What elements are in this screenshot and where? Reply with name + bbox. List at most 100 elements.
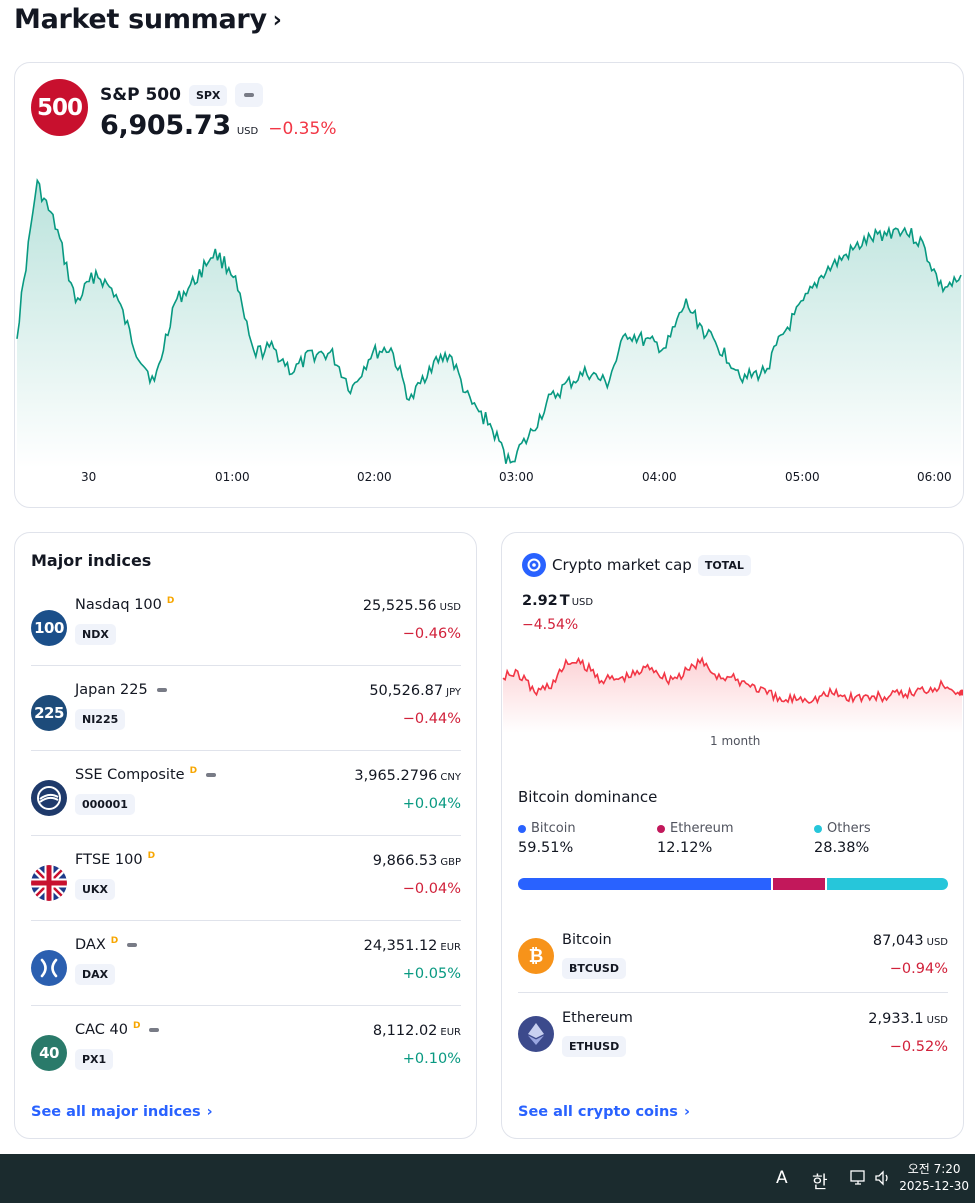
spx-area-chart[interactable] bbox=[15, 168, 963, 468]
spx-title-row: S&P 500 SPX bbox=[100, 83, 264, 107]
clock[interactable]: 오전 7:20 2025-12-30 bbox=[899, 1161, 969, 1195]
index-symbol-tag: NI225 bbox=[75, 709, 126, 730]
index-value: 9,866.53 GBP bbox=[373, 853, 461, 869]
index-value: 25,525.56 USD bbox=[363, 598, 461, 614]
index-value-number: 50,526.87 bbox=[369, 683, 444, 699]
dominance-bitcoin: Bitcoin 59.51% bbox=[518, 821, 576, 856]
nasdaq-logo: 100 bbox=[31, 610, 67, 646]
index-currency: JPY bbox=[446, 687, 461, 698]
spx-price: 6,905.73 bbox=[100, 110, 231, 141]
coin-currency: USD bbox=[926, 1015, 948, 1026]
ethereum-icon bbox=[518, 1016, 554, 1052]
dominance-percent: 28.38% bbox=[814, 840, 870, 856]
crypto-header[interactable]: Crypto market cap TOTAL bbox=[522, 553, 751, 577]
dominance-percent: 12.12% bbox=[657, 840, 713, 856]
ime-mode-han[interactable]: 한 bbox=[812, 1173, 828, 1193]
index-symbol-tag: 000001 bbox=[75, 794, 135, 815]
time-axis-label: 05:00 bbox=[785, 470, 820, 484]
index-row-sse[interactable]: SSE Composite D 000001 3,965.2796 CNY +0… bbox=[31, 751, 461, 836]
index-currency: EUR bbox=[440, 1027, 461, 1038]
delayed-badge: D bbox=[189, 766, 198, 776]
crypto-change: −4.54% bbox=[522, 617, 579, 633]
coin-name: Ethereum bbox=[562, 1010, 633, 1026]
index-symbol-tag: PX1 bbox=[75, 1049, 114, 1070]
time-axis-label: 30 bbox=[81, 470, 97, 484]
volume-icon[interactable] bbox=[874, 1169, 892, 1192]
network-icon[interactable] bbox=[850, 1169, 868, 1192]
crypto-value-number: 2.92 bbox=[522, 593, 558, 609]
market-summary-heading[interactable]: Market summary › bbox=[14, 4, 282, 35]
ime-mode-a[interactable]: A bbox=[776, 1168, 788, 1188]
index-name-row: DAX D bbox=[75, 936, 138, 953]
index-name: Japan 225 bbox=[75, 682, 148, 698]
spx-price-row: 6,905.73 USD −0.35% bbox=[100, 110, 336, 141]
index-value-number: 3,965.2796 bbox=[354, 768, 438, 784]
see-all-indices-link[interactable]: See all major indices › bbox=[31, 1104, 213, 1120]
clock-date: 2025-12-30 bbox=[899, 1179, 969, 1193]
spx-price-line bbox=[16, 178, 962, 464]
coin-value: 87,043 USD bbox=[873, 933, 948, 949]
index-row-ftse[interactable]: FTSE 100 D UKX 9,866.53 GBP −0.04% bbox=[31, 836, 461, 921]
index-name: SSE Composite bbox=[75, 767, 185, 783]
index-row-nasdaq[interactable]: 100 Nasdaq 100 D NDX 25,525.56 USD −0.46… bbox=[31, 581, 461, 666]
crypto-symbol-tag: TOTAL bbox=[697, 554, 751, 576]
coin-symbol-tag: ETHUSD bbox=[562, 1036, 627, 1057]
index-value: 24,351.12 EUR bbox=[364, 938, 461, 954]
index-value-number: 8,112.02 bbox=[372, 1023, 438, 1039]
dominance-bar bbox=[518, 878, 948, 890]
index-row-dax[interactable]: DAX D DAX 24,351.12 EUR +0.05% bbox=[31, 921, 461, 1006]
crypto-area-fill bbox=[503, 658, 962, 733]
chevron-right-icon: › bbox=[272, 8, 282, 33]
spx-symbol-tag: SPX bbox=[188, 84, 228, 106]
index-name: Nasdaq 100 bbox=[75, 597, 162, 613]
crypto-area-chart[interactable] bbox=[502, 643, 963, 733]
market-closed-icon bbox=[235, 83, 264, 107]
coin-row-ethereum[interactable]: Ethereum ETHUSD 2,933.1 USD −0.52% bbox=[518, 994, 948, 1071]
see-all-crypto-label: See all crypto coins bbox=[518, 1104, 678, 1120]
index-change: −0.44% bbox=[402, 711, 461, 727]
coin-row-bitcoin[interactable]: ₿ Bitcoin BTCUSD 87,043 USD −0.94% bbox=[518, 916, 948, 993]
coin-currency: USD bbox=[926, 937, 948, 948]
see-all-crypto-link[interactable]: See all crypto coins › bbox=[518, 1104, 690, 1120]
index-change: +0.05% bbox=[402, 966, 461, 982]
spx-name[interactable]: S&P 500 bbox=[100, 85, 181, 105]
index-change: −0.46% bbox=[402, 626, 461, 642]
index-currency: EUR bbox=[440, 942, 461, 953]
crypto-last-point bbox=[959, 689, 963, 696]
spx-card[interactable]: 500 S&P 500 SPX 6,905.73 USD −0.35% 30 0… bbox=[14, 62, 964, 508]
index-change: +0.04% bbox=[402, 796, 461, 812]
crypto-currency: USD bbox=[571, 597, 594, 608]
dominance-label: Ethereum bbox=[670, 821, 734, 836]
index-currency: USD bbox=[439, 602, 461, 613]
index-name-row: SSE Composite D bbox=[75, 766, 217, 783]
index-value-number: 24,351.12 bbox=[363, 938, 438, 954]
time-axis-label: 06:00 bbox=[917, 470, 952, 484]
uk-flag-icon bbox=[31, 865, 67, 901]
time-axis-label: 04:00 bbox=[642, 470, 677, 484]
coin-change: −0.52% bbox=[889, 1039, 948, 1055]
dot-icon bbox=[657, 824, 665, 833]
dominance-ethereum: Ethereum 12.12% bbox=[657, 821, 734, 856]
dominance-segment-bitcoin bbox=[518, 878, 772, 890]
index-value-number: 9,866.53 bbox=[372, 853, 438, 869]
coin-value: 2,933.1 USD bbox=[868, 1011, 948, 1027]
index-name-row: Japan 225 bbox=[75, 682, 167, 698]
index-value: 8,112.02 EUR bbox=[373, 1023, 461, 1039]
index-symbol-tag: UKX bbox=[75, 879, 115, 900]
page-title[interactable]: Market summary bbox=[14, 4, 267, 35]
see-all-indices-label: See all major indices bbox=[31, 1104, 201, 1120]
index-row-japan[interactable]: 225 Japan 225 NI225 50,526.87 JPY −0.44% bbox=[31, 666, 461, 751]
spx-logo: 500 bbox=[31, 79, 88, 136]
dominance-label: Others bbox=[827, 821, 871, 836]
crypto-title: Crypto market cap bbox=[552, 556, 692, 574]
coin-symbol-tag: BTCUSD bbox=[562, 958, 626, 979]
coin-value-number: 2,933.1 bbox=[868, 1011, 924, 1027]
index-row-cac[interactable]: 40 CAC 40 D PX1 8,112.02 EUR +0.10% bbox=[31, 1006, 461, 1091]
major-indices-title[interactable]: Major indices bbox=[31, 551, 152, 570]
index-name-row: Nasdaq 100 D bbox=[75, 596, 174, 613]
bitcoin-icon: ₿ bbox=[518, 938, 554, 974]
index-currency: CNY bbox=[440, 772, 461, 783]
dominance-segment-ethereum bbox=[773, 878, 826, 890]
delayed-badge: D bbox=[132, 1021, 141, 1031]
